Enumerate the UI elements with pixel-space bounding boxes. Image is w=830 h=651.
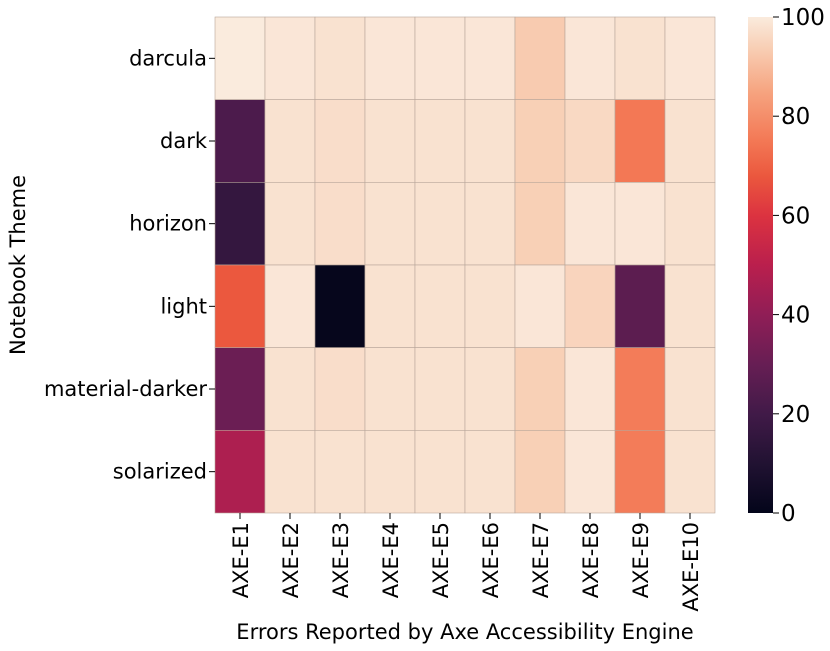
heatmap-cell (214, 99, 266, 183)
heatmap-cell (514, 430, 566, 514)
heatmap-cell (614, 347, 666, 431)
x-tick-label: AXE-E7 (529, 522, 553, 598)
heatmap-cell (664, 430, 716, 514)
heatmap-cell (264, 16, 316, 100)
heatmap-cell (564, 99, 616, 183)
heatmap-cell (314, 347, 366, 431)
heatmap-cell (564, 182, 616, 266)
y-tick-label: light (160, 294, 207, 318)
x-tick-label: AXE-E10 (679, 522, 703, 612)
heatmap-cell (664, 264, 716, 348)
y-tick-label: dark (160, 129, 208, 153)
y-tick-label: material-darker (44, 377, 207, 401)
heatmap-cell (264, 182, 316, 266)
heatmap-cell (614, 182, 666, 266)
heatmap-cell (414, 99, 466, 183)
x-tick-label: AXE-E8 (579, 522, 603, 598)
heatmap-cell (664, 99, 716, 183)
x-tick-label: AXE-E2 (279, 522, 303, 598)
heatmap-cell (364, 347, 416, 431)
heatmap-cell (464, 264, 516, 348)
heatmap-cell (214, 430, 266, 514)
heatmap-cell (564, 16, 616, 100)
heatmap-cell (564, 430, 616, 514)
heatmap-cell (264, 430, 316, 514)
heatmap-cell (264, 264, 316, 348)
heatmap-cell (614, 99, 666, 183)
heatmap-cell (564, 347, 616, 431)
colorbar-tick-label: 0 (781, 501, 796, 527)
heatmap-cell (464, 16, 516, 100)
heatmap-cell (614, 264, 666, 348)
y-axis-label: Notebook Theme (6, 175, 30, 355)
x-tick-label: AXE-E4 (379, 522, 403, 598)
heatmap-cell (314, 430, 366, 514)
heatmap-cell (414, 430, 466, 514)
heatmap-cell (314, 16, 366, 100)
heatmap-cell (364, 182, 416, 266)
heatmap-cells (214, 16, 716, 514)
heatmap-cell (264, 347, 316, 431)
heatmap-cell (514, 264, 566, 348)
heatmap-cell (314, 182, 366, 266)
heatmap-cell (314, 264, 366, 348)
colorbar-tick-label: 40 (781, 303, 810, 329)
heatmap-cell (664, 182, 716, 266)
x-tick-label: AXE-E1 (229, 522, 253, 598)
colorbar-tick-label: 80 (781, 104, 810, 130)
heatmap-cell (614, 430, 666, 514)
x-tick-label: AXE-E6 (479, 522, 503, 598)
heatmap-cell (614, 16, 666, 100)
x-axis-label: Errors Reported by Axe Accessibility Eng… (236, 620, 693, 644)
heatmap-cell (514, 182, 566, 266)
heatmap-cell (364, 16, 416, 100)
x-tick-label: AXE-E3 (329, 522, 353, 598)
y-tick-label: darcula (129, 46, 207, 70)
heatmap-cell (664, 347, 716, 431)
heatmap-cell (464, 347, 516, 431)
heatmap-cell (314, 99, 366, 183)
heatmap-cell (214, 182, 266, 266)
colorbar: 0 20 40 60 80 100 (748, 5, 825, 527)
heatmap-cell (214, 264, 266, 348)
heatmap-cell (564, 264, 616, 348)
heatmap-cell (414, 182, 466, 266)
heatmap-cell (514, 347, 566, 431)
heatmap-cell (664, 16, 716, 100)
heatmap-cell (464, 99, 516, 183)
colorbar-tick-label: 60 (781, 203, 810, 229)
heatmap-cell (464, 182, 516, 266)
heatmap-cell (414, 16, 466, 100)
x-axis-ticks: AXE-E1 AXE-E2 AXE-E3 AXE-E4 AXE-E5 AXE-E6 AXE-… (229, 513, 703, 612)
heatmap-cell (264, 99, 316, 183)
heatmap-cell (414, 347, 466, 431)
colorbar-tick-label: 20 (781, 402, 810, 428)
heatmap-cell (464, 430, 516, 514)
y-tick-label: horizon (129, 212, 207, 236)
heatmap-cell (364, 264, 416, 348)
y-axis-ticks: darcula dark horizon light material-darker so… (44, 46, 215, 484)
heatmap-cell (364, 99, 416, 183)
y-tick-label: solarized (113, 460, 207, 484)
heatmap-cell (214, 16, 266, 100)
heatmap-cell (414, 264, 466, 348)
x-tick-label: AXE-E5 (429, 522, 453, 598)
colorbar-gradient (748, 17, 773, 513)
heatmap-cell (214, 347, 266, 431)
heatmap-cell (364, 430, 416, 514)
heatmap-cell (514, 16, 566, 100)
x-tick-label: AXE-E9 (629, 522, 653, 598)
heatmap-cell (514, 99, 566, 183)
colorbar-tick-label: 100 (781, 5, 825, 31)
